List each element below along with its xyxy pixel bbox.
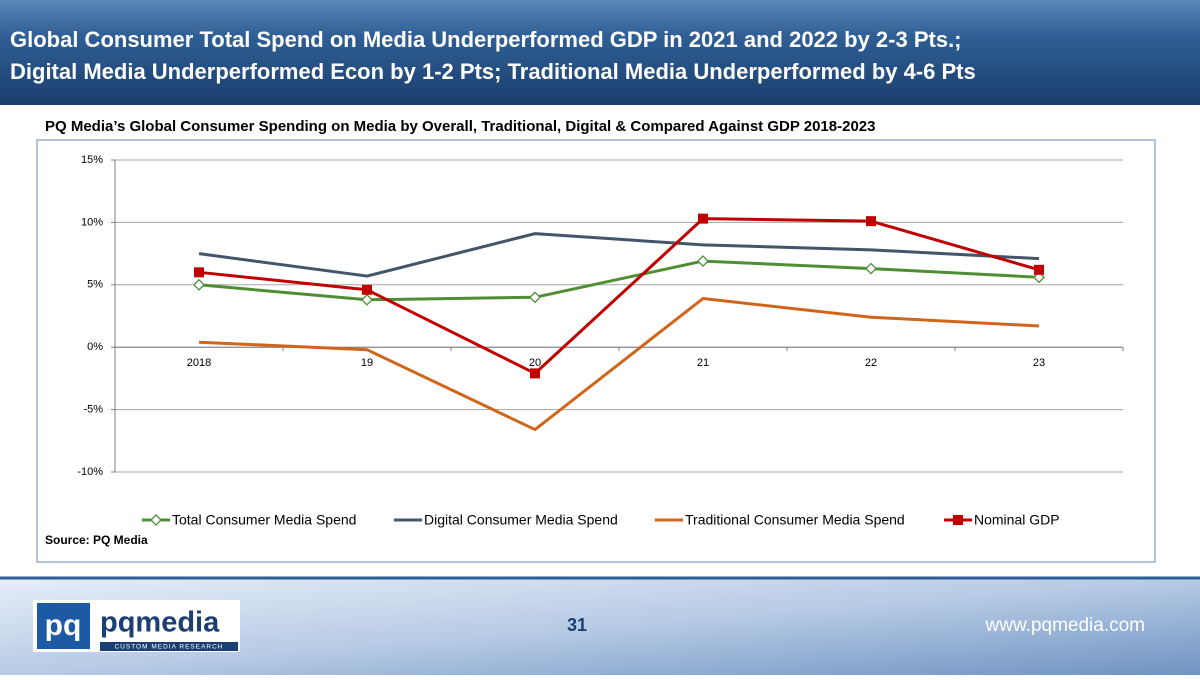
y-tick-label: -10% <box>77 466 103 478</box>
legend-marker <box>150 514 162 526</box>
y-tick-label: -5% <box>83 404 103 416</box>
x-tick-label: 22 <box>865 357 877 369</box>
data-point <box>865 262 877 275</box>
y-tick-label: 0% <box>87 341 103 353</box>
data-point <box>866 216 876 227</box>
slide-title: Global Consumer Total Spend on Media Und… <box>10 27 962 52</box>
header-band <box>0 0 1200 105</box>
series-line <box>198 297 1040 432</box>
legend-label: Traditional Consumer Media Spend <box>685 512 905 528</box>
x-tick-label: 2018 <box>187 357 211 369</box>
x-tick-label: 23 <box>1033 357 1045 369</box>
x-tick-label: 19 <box>361 357 373 369</box>
logo-mark-box <box>37 603 90 649</box>
legend-label: Total Consumer Media Spend <box>172 512 356 528</box>
logo-mark: pq <box>45 609 82 642</box>
website-url: www.pqmedia.com <box>985 615 1145 636</box>
page-number: 31 <box>567 615 587 635</box>
data-point <box>193 278 205 291</box>
logo-tagline-strip <box>100 642 238 651</box>
series-line <box>198 232 1040 278</box>
slide-title: Digital Media Underperformed Econ by 1-2… <box>10 59 976 84</box>
data-point <box>698 213 708 224</box>
data-point <box>530 368 540 379</box>
data-point <box>529 291 541 304</box>
plot: -10% -5% 0% 5% 10% 15% 2018 19 20 21 22 23 Total Con… <box>77 154 1124 528</box>
y-tick-label: 5% <box>87 279 103 291</box>
data-point <box>697 255 709 268</box>
data-point <box>361 293 373 306</box>
chart-title: PQ Media’s Global Consumer Spending on M… <box>45 118 875 135</box>
series-line <box>198 217 1040 375</box>
x-tick-label: 21 <box>697 357 709 369</box>
legend-marker <box>953 515 963 525</box>
series-line <box>198 259 1040 302</box>
y-tick-label: 15% <box>81 154 103 166</box>
data-point <box>1034 264 1044 275</box>
y-tick-label: 10% <box>81 216 103 228</box>
legend-label: Nominal GDP <box>974 512 1060 528</box>
logo-tagline: CUSTOM MEDIA RESEARCH <box>114 644 223 651</box>
x-tick-label: 20 <box>529 357 541 369</box>
logo-name: pqmedia <box>100 607 220 639</box>
legend-label: Digital Consumer Media Spend <box>424 512 618 528</box>
data-point <box>194 267 204 278</box>
source-note: Source: PQ Media <box>45 533 148 547</box>
data-point <box>362 284 372 295</box>
chart-frame <box>36 139 1156 563</box>
